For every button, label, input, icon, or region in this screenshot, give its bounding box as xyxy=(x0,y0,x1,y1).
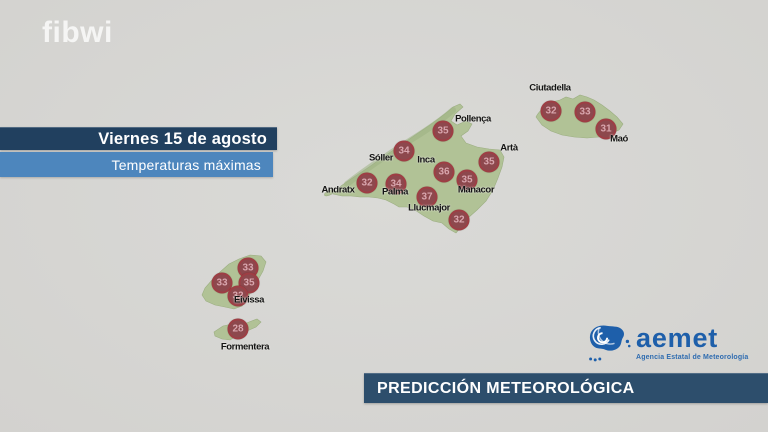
aemet-text: aemet Agencia Estatal de Meteorología xyxy=(636,319,749,362)
map-label-eivissa: Eivissa xyxy=(234,294,264,306)
map-label-pollenca: Pollença xyxy=(455,113,491,125)
aemet-wordmark: aemet xyxy=(636,323,719,353)
map-label-formentera: Formentera xyxy=(220,341,270,353)
map-label-llucmajor: Llucmajor xyxy=(408,202,450,214)
temp-marker-andratx: 32 xyxy=(356,172,378,194)
subtitle-banner-label: Temperaturas máximas xyxy=(111,156,261,173)
map-label-manacor: Manacor xyxy=(457,184,495,196)
temp-marker-inca: 36 xyxy=(433,161,455,183)
date-banner: Viernes 15 de agosto xyxy=(0,127,277,150)
aemet-subtitle: Agencia Estatal de Meteorología xyxy=(636,354,749,361)
date-banner-label: Viernes 15 de agosto xyxy=(98,129,267,148)
map-label-palma: Palma xyxy=(382,186,408,198)
aemet-logo: aemet Agencia Estatal de Meteorología xyxy=(586,319,748,363)
map-label-inca: Inca xyxy=(417,154,435,166)
map-label-arta: Artà xyxy=(500,142,518,154)
temp-marker-migjorn-mallorca: 32 xyxy=(448,209,470,231)
temp-marker-eivissa-oest: 33 xyxy=(211,272,233,294)
fibwi-logo: fibwi xyxy=(42,16,113,49)
temp-marker-palma: 34 xyxy=(385,173,407,195)
temp-marker-arta: 35 xyxy=(478,151,500,173)
temp-marker-ciutadella: 32 xyxy=(540,100,562,122)
temp-marker-soller: 34 xyxy=(393,140,415,162)
map-label-mao: Maó xyxy=(610,133,628,145)
aemet-spain-icon xyxy=(589,325,631,362)
temp-marker-formentera: 28 xyxy=(227,318,249,340)
temp-marker-menorca-centre: 33 xyxy=(574,101,596,123)
tramuntana-ridge xyxy=(344,107,456,187)
temp-marker-mao: 31 xyxy=(595,118,617,140)
temp-marker-pollenca: 35 xyxy=(432,120,454,142)
bottom-banner-label: PREDICCIÓN METEOROLÓGICA xyxy=(377,379,635,397)
bottom-banner: PREDICCIÓN METEOROLÓGICA xyxy=(364,373,768,403)
map-label-soller: Sóller xyxy=(369,152,393,164)
temp-marker-eivissa: 32 xyxy=(227,285,249,307)
temp-marker-manacor: 35 xyxy=(456,169,478,191)
temp-marker-llucmajor: 37 xyxy=(416,186,438,208)
map-label-andratx: Andratx xyxy=(321,184,355,196)
map-label-ciutadella: Ciutadella xyxy=(529,82,571,94)
islet-dragonera xyxy=(324,189,334,197)
subtitle-banner: Temperaturas máximas xyxy=(0,152,273,177)
